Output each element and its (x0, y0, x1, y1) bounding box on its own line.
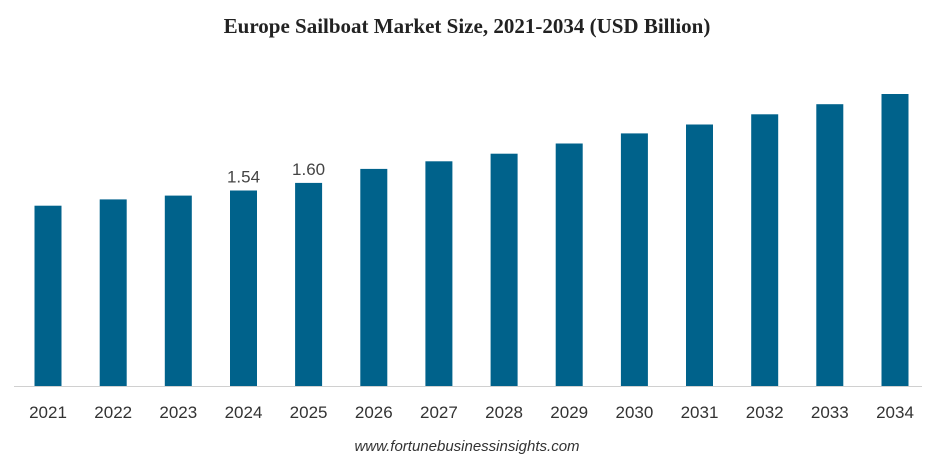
x-tick-2025: 2025 (290, 403, 328, 422)
bar-2025 (295, 182, 323, 386)
x-tick-2027: 2027 (420, 403, 458, 422)
bar-2023 (164, 195, 192, 386)
x-tick-2026: 2026 (355, 403, 393, 422)
bar-2029 (555, 143, 583, 386)
x-tick-2034: 2034 (876, 403, 914, 422)
x-tick-2032: 2032 (746, 403, 784, 422)
x-tick-2029: 2029 (550, 403, 588, 422)
bars-group (34, 94, 909, 387)
bar-2033 (816, 104, 844, 386)
source-text: www.fortunebusinessinsights.com (354, 438, 580, 455)
bar-2027 (425, 161, 453, 386)
data-label-2025: 1.60 (292, 160, 325, 179)
x-tick-2023: 2023 (159, 403, 197, 422)
x-tick-2033: 2033 (811, 403, 849, 422)
x-tick-2022: 2022 (94, 403, 132, 422)
x-tick-2031: 2031 (681, 403, 719, 422)
x-tick-2028: 2028 (485, 403, 523, 422)
bar-2022 (99, 199, 127, 386)
bar-2030 (620, 133, 648, 386)
bar-2026 (360, 168, 388, 386)
chart-title: Europe Sailboat Market Size, 2021-2034 (… (223, 14, 711, 38)
data-labels: 1.54 1.60 (227, 160, 325, 187)
bar-2021 (34, 205, 62, 386)
bar-2028 (490, 153, 518, 386)
x-tick-2024: 2024 (225, 403, 263, 422)
x-tick-labels: 2021 2022 2023 2024 2025 2026 2027 2028 2029 2030… (29, 403, 914, 422)
x-tick-2030: 2030 (615, 403, 653, 422)
bar-2031 (686, 124, 713, 386)
x-tick-2021: 2021 (29, 403, 67, 422)
bar-2032 (751, 114, 779, 387)
bar-2024 (230, 190, 257, 386)
bar-2034 (881, 94, 909, 386)
data-label-2024: 1.54 (227, 168, 260, 187)
